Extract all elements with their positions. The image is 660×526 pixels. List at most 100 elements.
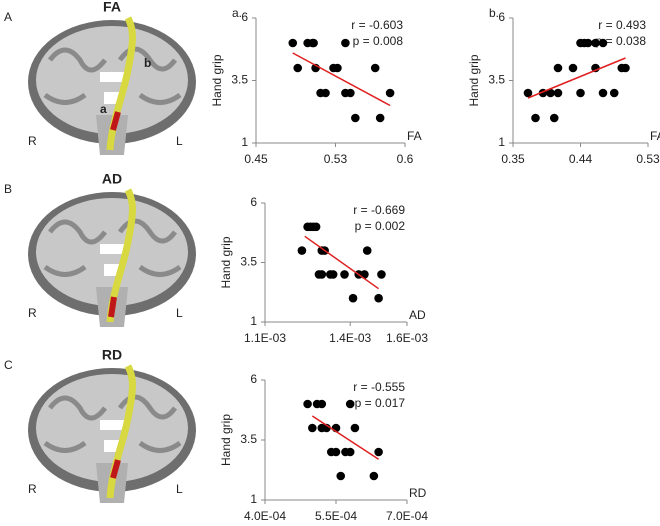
x-tick-label: 0.44 — [569, 152, 593, 166]
y-tick-label: 1 — [241, 135, 248, 149]
annotation: r = -0.603 — [351, 18, 403, 32]
point — [568, 63, 578, 73]
y-tick-label: 3.5 — [240, 255, 257, 269]
point — [362, 246, 372, 255]
point — [311, 222, 321, 232]
y-axis-label: Hand grip — [210, 54, 224, 106]
panel-letter: B — [4, 182, 12, 196]
brain-image — [28, 188, 196, 327]
side-right: L — [176, 482, 183, 496]
tract-highlight — [108, 296, 117, 318]
x-tick-label: 5.5E-04 — [315, 509, 357, 523]
point — [303, 399, 312, 409]
point — [308, 423, 317, 433]
x-axis-label: RD — [409, 486, 427, 500]
y-tick-label: 3.5 — [488, 73, 505, 87]
point — [598, 88, 608, 98]
point — [336, 471, 346, 481]
side-left: R — [28, 306, 37, 320]
x-tick-label: 0.53 — [324, 152, 348, 166]
y-axis-label: Hand grip — [467, 54, 481, 106]
brain-folds — [43, 46, 182, 105]
point — [523, 88, 533, 98]
point — [609, 88, 619, 98]
brain-image — [28, 364, 196, 503]
panel-title: RD — [102, 347, 122, 363]
point — [328, 270, 338, 279]
point — [333, 63, 342, 73]
x-axis-label: FA — [407, 129, 422, 143]
region-marker: a — [100, 102, 107, 116]
x-tick-label: 1.1E-03 — [244, 331, 286, 345]
brain-image — [28, 16, 196, 155]
brain-folds — [43, 394, 182, 453]
annotation: r = -0.555 — [353, 380, 405, 394]
y-tick-label: 3.5 — [231, 73, 248, 87]
x-tick-label: 0.35 — [501, 152, 525, 166]
trend-line — [311, 415, 380, 460]
y-tick-label: 3.5 — [240, 432, 257, 446]
y-tick-label: 1 — [250, 314, 257, 328]
panel-letter: A — [4, 10, 12, 24]
y-tick-label: 6 — [250, 372, 257, 386]
point — [374, 447, 383, 457]
y-tick-label: 1 — [250, 492, 257, 506]
tract-highlight — [110, 111, 121, 131]
annotation: p = 0.017 — [355, 396, 406, 410]
point — [317, 399, 327, 409]
point — [531, 113, 540, 123]
x-axis-label: AD — [409, 308, 426, 322]
x-tick-label: 7.0E-04 — [386, 509, 428, 523]
x-tick-label: 4.0E-04 — [244, 509, 286, 523]
annotation: r = -0.669 — [353, 203, 405, 217]
point — [346, 88, 355, 98]
point — [350, 423, 360, 433]
point — [340, 270, 349, 279]
point — [351, 113, 360, 123]
tract-highlight — [110, 459, 121, 479]
panel-letter: C — [4, 358, 13, 372]
point — [374, 293, 383, 303]
annotation: p = 0.038 — [596, 34, 647, 48]
panel-label: b. — [489, 6, 499, 20]
side-left: R — [28, 482, 37, 496]
point — [591, 38, 600, 48]
point — [385, 88, 395, 98]
panel-title: AD — [102, 171, 122, 187]
point — [370, 63, 380, 73]
x-tick-label: 0.53 — [636, 152, 660, 166]
side-right: L — [176, 306, 183, 320]
annotation: r = 0.493 — [598, 18, 646, 32]
panel-title: FA — [103, 0, 121, 15]
point — [360, 270, 369, 279]
point — [553, 88, 563, 98]
y-tick-label: 6 — [250, 195, 257, 209]
point — [598, 38, 608, 48]
x-axis-label: FA — [650, 129, 660, 143]
point — [297, 246, 307, 255]
point — [553, 63, 563, 73]
point — [341, 38, 350, 48]
annotation: p = 0.008 — [353, 34, 404, 48]
point — [321, 88, 330, 98]
point — [293, 63, 303, 73]
y-axis-label: Hand grip — [219, 236, 233, 288]
point — [345, 399, 355, 409]
y-tick-label: 1 — [498, 135, 505, 149]
trend-line — [292, 52, 391, 107]
point — [549, 113, 559, 123]
y-tick-label: 6 — [241, 10, 248, 24]
panel-label: a. — [232, 6, 242, 20]
region-marker: b — [144, 56, 151, 70]
point — [576, 88, 585, 98]
point — [317, 270, 327, 279]
point — [288, 38, 298, 48]
annotation: p = 0.002 — [355, 219, 406, 233]
point — [621, 63, 630, 73]
x-tick-label: 0.6 — [397, 152, 414, 166]
point — [309, 38, 318, 48]
point — [348, 293, 358, 303]
side-left: R — [28, 134, 37, 148]
point — [369, 471, 379, 481]
